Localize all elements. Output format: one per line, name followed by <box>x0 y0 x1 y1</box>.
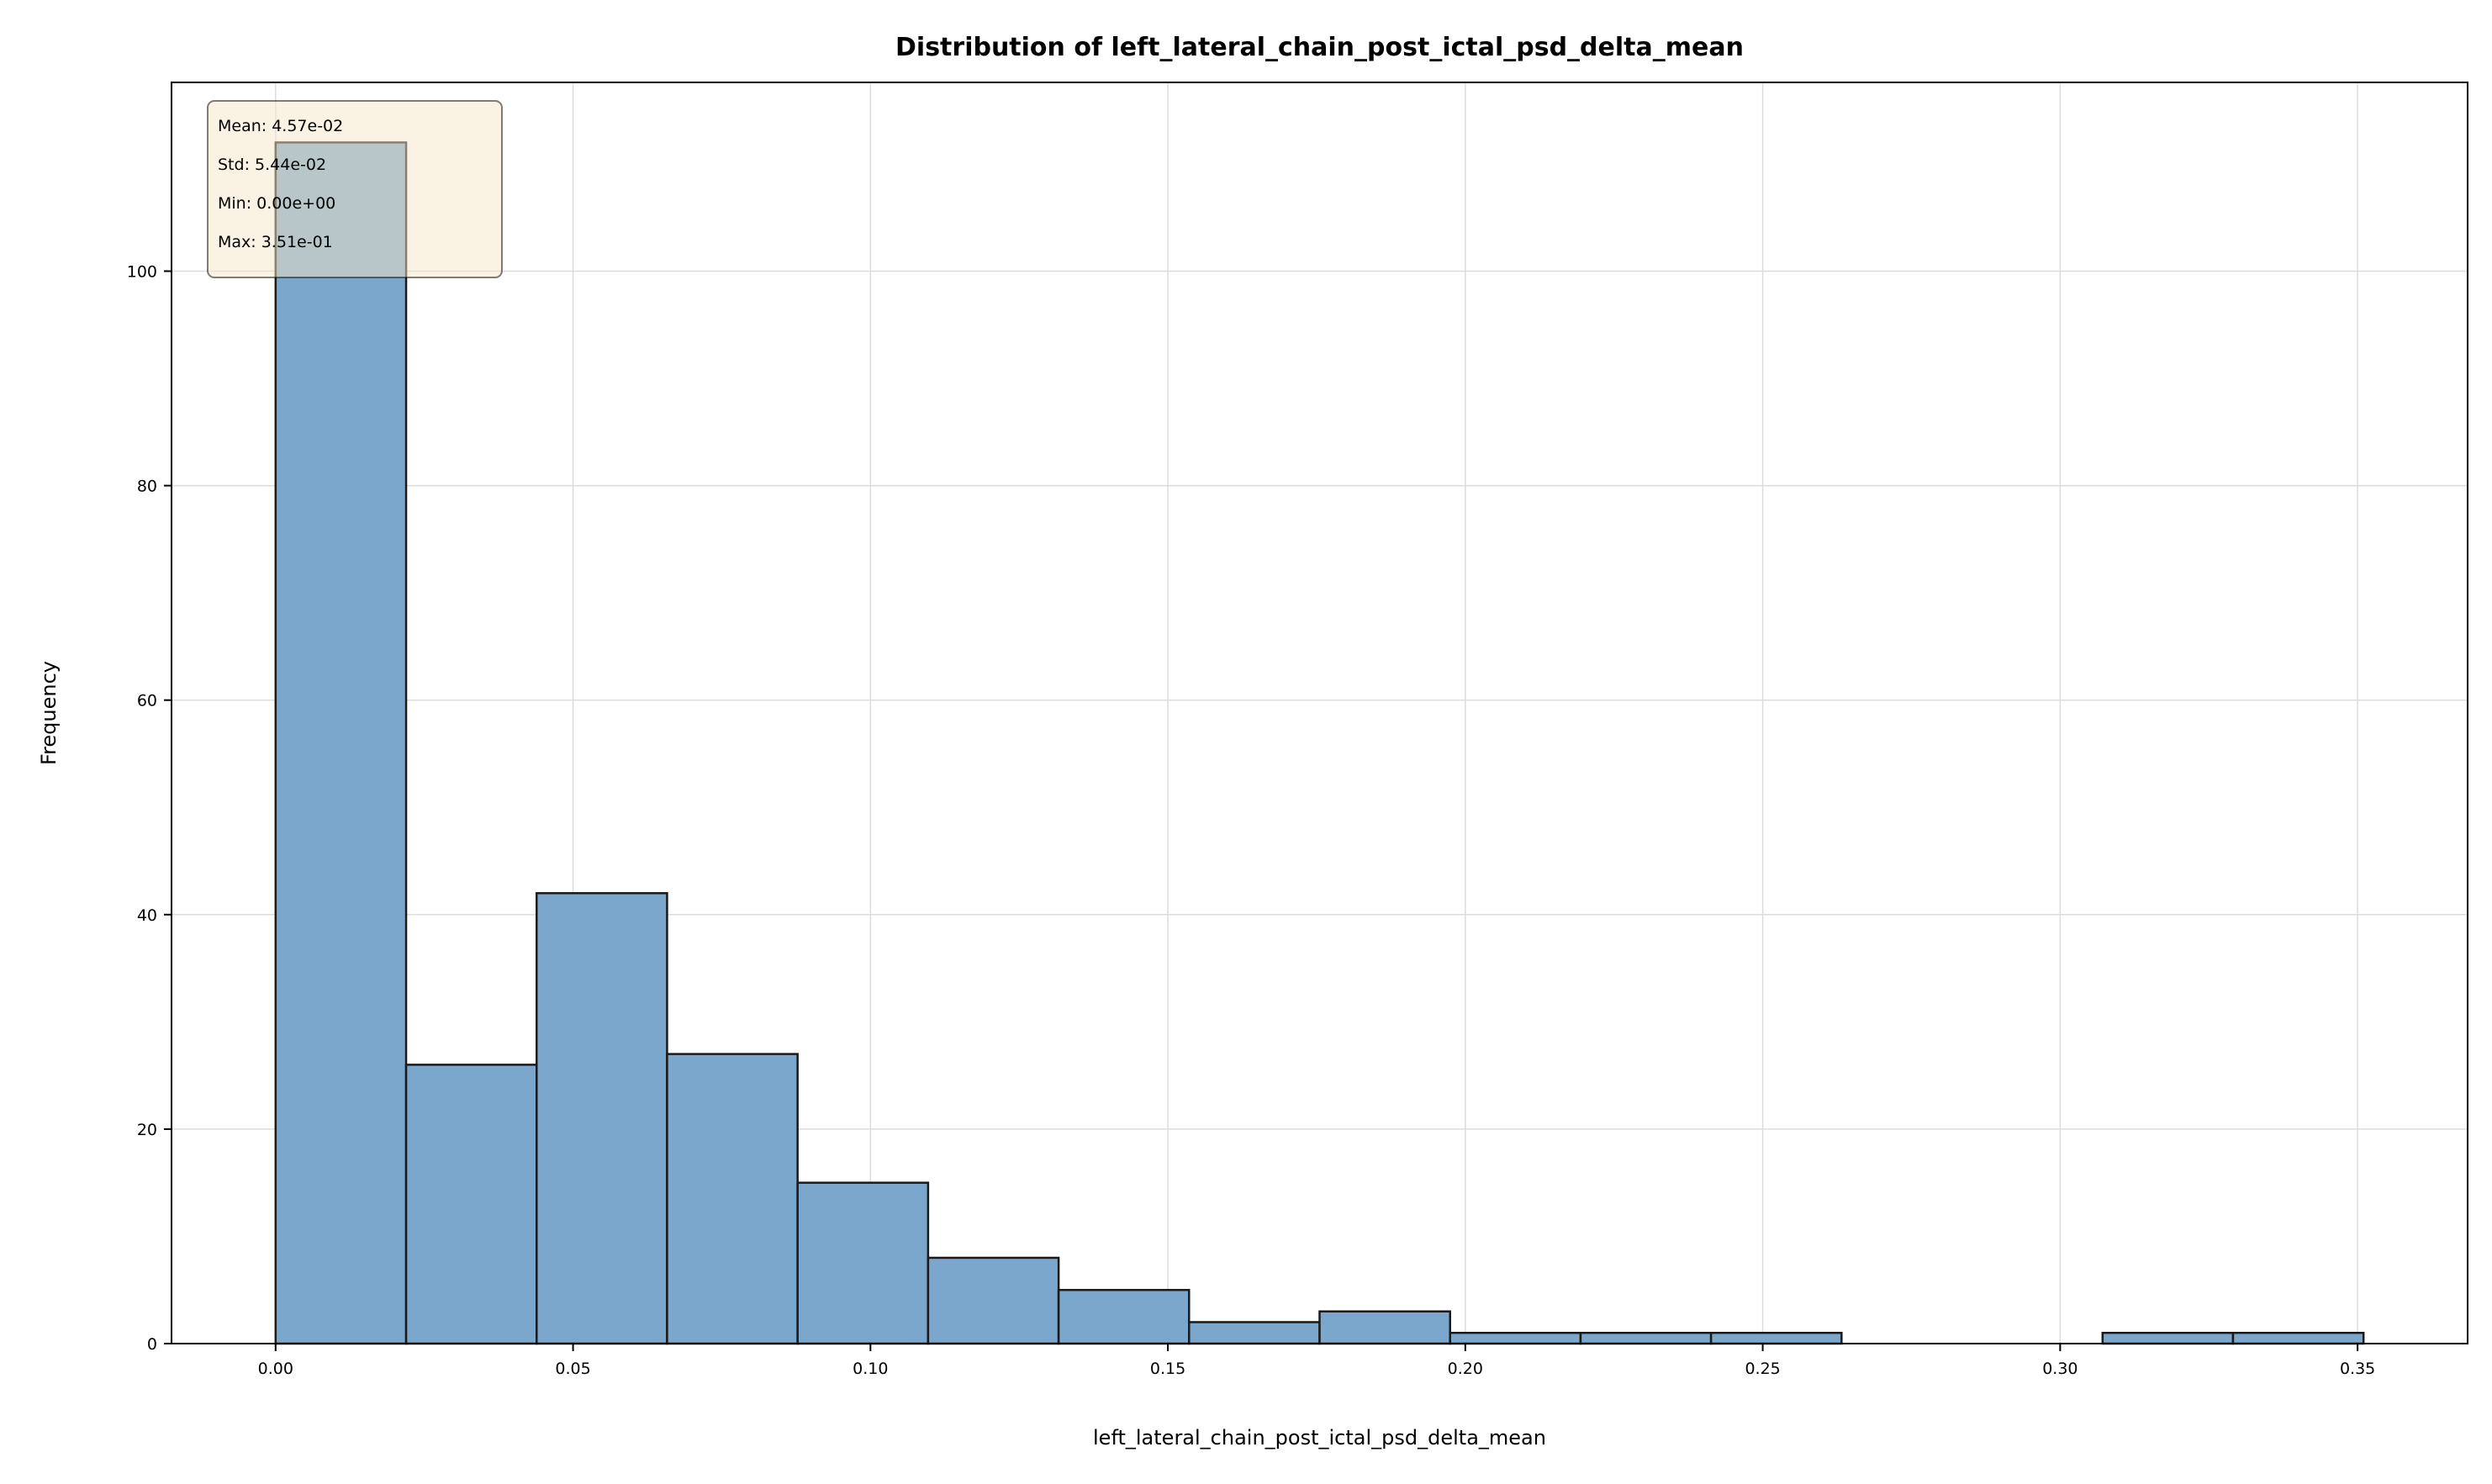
x-tick-label: 0.05 <box>555 1360 590 1378</box>
stats-std: Std: 5.44e-02 <box>218 156 326 174</box>
histogram-bar <box>1188 1321 1321 1345</box>
histogram-bars <box>274 141 2365 1345</box>
y-tick-label: 20 <box>137 1121 157 1139</box>
x-tick-label: 0.20 <box>1448 1360 1483 1378</box>
y-axis-ticks: 0 20 40 60 80 100 <box>127 262 172 1354</box>
stats-max: Max: 3.51e-01 <box>218 233 333 251</box>
x-tick-label: 0.30 <box>2042 1360 2078 1378</box>
histogram-bar <box>2231 1331 2365 1345</box>
x-tick-label: 0.25 <box>1745 1360 1780 1378</box>
y-tick-label: 40 <box>137 906 157 925</box>
histogram-bar <box>1318 1310 1451 1345</box>
y-tick-label: 80 <box>137 478 157 496</box>
stats-box-background <box>207 100 503 278</box>
histogram-bar <box>1057 1288 1191 1345</box>
x-tick-label: 0.15 <box>1150 1360 1185 1378</box>
stats-box: Mean: 4.57e-02 Std: 5.44e-02 Min: 0.00e+… <box>207 100 503 278</box>
x-tick-label: 0.35 <box>2340 1360 2375 1378</box>
histogram-bar <box>2101 1331 2235 1345</box>
histogram-bar <box>1709 1331 1843 1345</box>
histogram-bar <box>404 1064 538 1345</box>
y-tick-label: 100 <box>127 262 157 281</box>
y-axis-label: Frequency <box>37 661 61 765</box>
stats-mean: Mean: 4.57e-02 <box>218 117 343 135</box>
histogram-bar <box>927 1256 1060 1345</box>
histogram-bar <box>666 1053 799 1345</box>
y-tick-label: 60 <box>137 692 157 710</box>
histogram-bar <box>536 892 668 1345</box>
y-tick-label: 0 <box>147 1335 157 1354</box>
histogram-bar <box>796 1181 930 1345</box>
x-axis-ticks: 0.00 0.05 0.10 0.15 0.20 0.25 0.30 0.35 <box>258 1344 2375 1378</box>
stats-min: Min: 0.00e+00 <box>218 194 335 213</box>
x-tick-label: 0.10 <box>853 1360 888 1378</box>
x-tick-label: 0.00 <box>258 1360 293 1378</box>
histogram-bar <box>274 141 408 1345</box>
plot-frame <box>171 82 2468 1344</box>
histogram-bar <box>1449 1331 1582 1345</box>
x-axis-label: left_lateral_chain_post_ictal_psd_delta_… <box>1093 1426 1546 1450</box>
histogram-bar <box>1579 1331 1713 1345</box>
chart-title: Distribution of left_lateral_chain_post_… <box>895 33 1744 62</box>
